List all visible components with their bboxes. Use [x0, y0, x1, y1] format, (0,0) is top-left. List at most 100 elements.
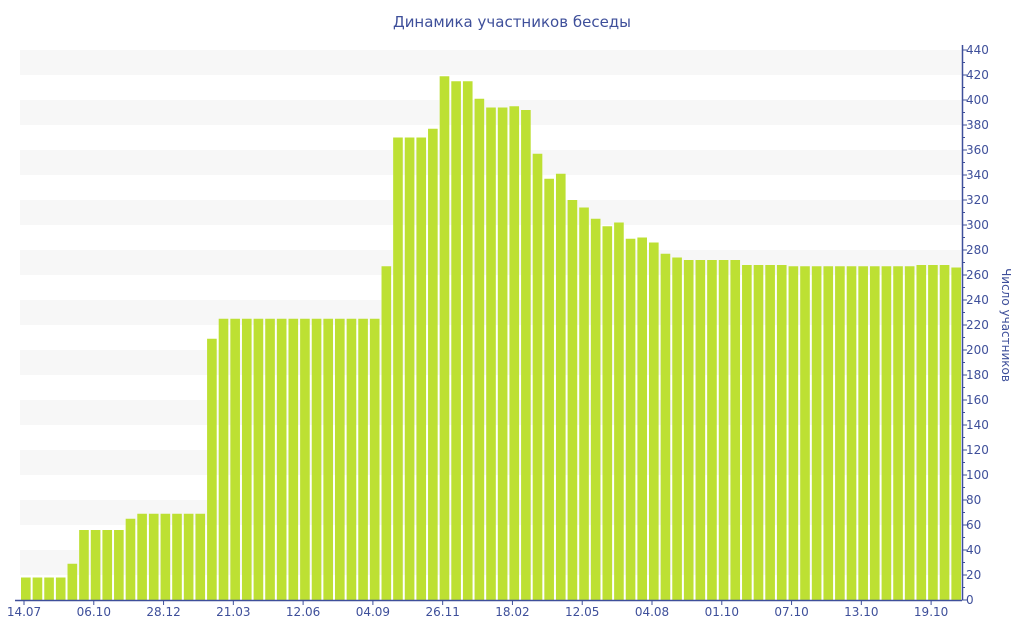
bar	[90, 530, 101, 600]
bar	[218, 318, 229, 600]
bar	[497, 107, 508, 600]
bar	[207, 338, 217, 600]
bar	[637, 237, 647, 600]
bar	[381, 266, 392, 600]
bar	[474, 98, 485, 600]
bar	[625, 238, 636, 600]
bar	[555, 173, 566, 600]
bar	[509, 106, 520, 600]
x-tick-label: 12.05	[565, 605, 599, 619]
bar	[265, 318, 275, 600]
bar	[288, 318, 299, 600]
bar	[335, 318, 345, 600]
y-tick-label: 340	[966, 168, 989, 182]
bar	[567, 200, 578, 600]
bar	[835, 266, 845, 600]
bar	[800, 266, 810, 600]
bar	[776, 265, 787, 600]
bar	[346, 318, 357, 600]
x-tick-label: 06.10	[77, 605, 111, 619]
y-tick-label: 220	[966, 318, 989, 332]
bar	[893, 266, 903, 600]
bar	[811, 266, 822, 600]
bar	[695, 260, 706, 600]
bar	[544, 178, 554, 600]
y-tick-label: 180	[966, 368, 989, 382]
bar	[521, 110, 531, 600]
y-tick-label: 380	[966, 118, 989, 132]
bar	[916, 265, 927, 600]
y-tick-label: 280	[966, 243, 989, 257]
x-tick-label: 21.03	[216, 605, 250, 619]
bar	[404, 137, 415, 600]
y-tick-label: 60	[966, 518, 981, 532]
bar	[393, 137, 403, 600]
x-tick-label: 14.07	[7, 605, 41, 619]
x-tick-label: 19.10	[914, 605, 948, 619]
y-axis-label: Число участников	[999, 268, 1013, 382]
chart-title: Динамика участников беседы	[392, 13, 632, 31]
bar	[823, 266, 834, 600]
x-tick-label: 28.12	[146, 605, 180, 619]
x-tick-label: 07.10	[774, 605, 808, 619]
bar	[125, 518, 136, 600]
bar	[241, 318, 252, 600]
x-tick-label: 13.10	[844, 605, 878, 619]
y-tick-label: 260	[966, 268, 989, 282]
x-tick-label: 18.02	[495, 605, 529, 619]
bar	[753, 265, 764, 600]
x-tick-label: 26.11	[425, 605, 459, 619]
bar	[683, 260, 694, 600]
x-tick-label: 12.06	[286, 605, 320, 619]
bar	[102, 530, 113, 600]
bar	[858, 266, 868, 600]
y-tick-label: 140	[966, 418, 989, 432]
bar	[462, 81, 473, 600]
y-tick-label: 200	[966, 343, 989, 357]
bar	[114, 530, 124, 600]
bar	[602, 226, 613, 600]
bar	[881, 266, 892, 600]
y-tick-label: 20	[966, 568, 981, 582]
bar	[672, 257, 682, 600]
x-tick-label: 04.08	[635, 605, 669, 619]
y-tick-label: 0	[966, 593, 974, 607]
bar	[44, 577, 54, 600]
y-tick-label: 80	[966, 493, 981, 507]
x-tick-label: 01.10	[705, 605, 739, 619]
bar	[742, 265, 752, 600]
bar	[172, 513, 182, 600]
bar	[428, 128, 438, 600]
bar	[660, 253, 671, 600]
bar	[579, 207, 589, 600]
y-tick-label: 100	[966, 468, 989, 482]
bar	[416, 137, 427, 600]
bar	[79, 530, 89, 600]
bar	[32, 577, 43, 600]
bar	[951, 267, 961, 600]
bar	[939, 265, 950, 600]
x-tick-label: 04.09	[356, 605, 390, 619]
bar	[67, 563, 78, 600]
bar	[323, 318, 333, 600]
bar	[195, 513, 206, 600]
bar	[846, 266, 857, 600]
y-tick-label: 300	[966, 218, 989, 232]
bar	[765, 265, 775, 600]
bar	[788, 266, 799, 600]
bar	[590, 218, 601, 600]
y-tick-label: 440	[966, 43, 989, 57]
bar	[183, 513, 194, 600]
y-tick-label: 360	[966, 143, 989, 157]
bar	[253, 318, 264, 600]
bar	[904, 266, 915, 600]
bar	[230, 318, 240, 600]
bar	[451, 81, 461, 600]
y-tick-label: 240	[966, 293, 989, 307]
bar	[276, 318, 287, 600]
bar	[148, 513, 159, 600]
bar	[311, 318, 322, 600]
bar	[160, 513, 171, 600]
y-tick-label: 160	[966, 393, 989, 407]
